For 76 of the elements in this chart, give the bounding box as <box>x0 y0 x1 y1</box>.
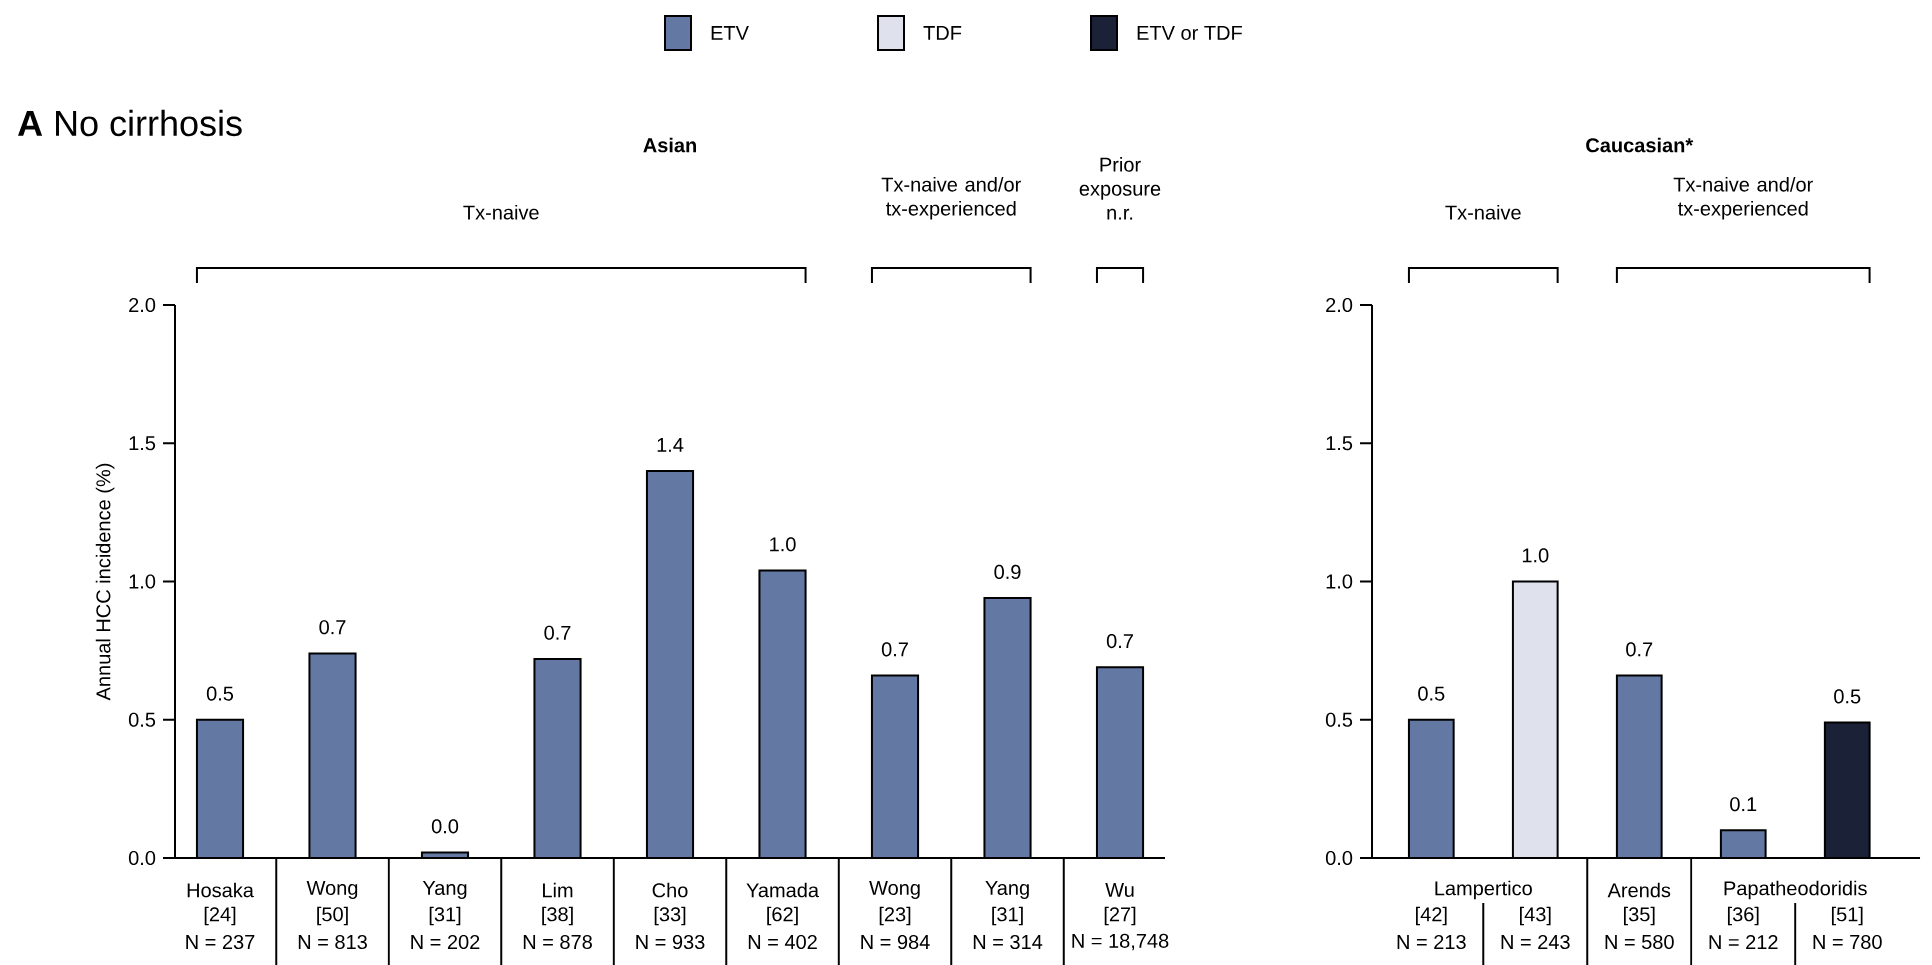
text: [24] <box>204 906 236 926</box>
text: N = 984 <box>861 934 930 950</box>
legend-label: TDF <box>923 26 962 40</box>
data-label: 1.0 <box>1522 548 1549 563</box>
text: [23] <box>879 906 911 926</box>
text: N = 402 <box>748 934 817 950</box>
x-tick-label: Wong <box>306 881 358 899</box>
chart-subtitle: Asian <box>643 137 696 153</box>
y-tick-label: 0.0 <box>128 850 156 866</box>
x-tick-label: Yamada <box>746 882 820 898</box>
data-label: 0.7 <box>319 620 346 635</box>
x-tick-label: [36] <box>1727 906 1759 926</box>
text: N = 580 <box>1605 934 1674 950</box>
data-label: 0.7 <box>1106 633 1133 649</box>
data-label: 0.5 <box>1418 686 1445 701</box>
data-label: 0.5 <box>206 686 234 701</box>
text: [62] <box>767 906 798 926</box>
data-label: 0.9 <box>994 564 1021 580</box>
x-tick-label: Cho <box>652 882 688 898</box>
y-tick-label: 0.5 <box>128 712 156 727</box>
x-tick-label: Wong <box>869 881 920 899</box>
text: [38] <box>542 906 573 926</box>
x-tick-label: Lim <box>543 882 573 898</box>
data-label: 1.4 <box>657 438 684 452</box>
x-tick-label: [35] <box>1623 906 1655 926</box>
text: N = 813 <box>298 934 367 950</box>
chart-title: A No cirrhosis <box>17 109 242 137</box>
data-label: 0.7 <box>881 642 908 657</box>
text: [50] <box>317 906 348 926</box>
x-tick-label: Yang <box>422 881 467 899</box>
data-label: 0.7 <box>544 625 571 640</box>
y-tick-label: 2.0 <box>1326 297 1353 313</box>
text: [33] <box>654 906 686 926</box>
text: Tx-naive and/or tx-experienced <box>1673 176 1813 220</box>
text: N = 878 <box>523 934 592 950</box>
y-tick-label: 1.5 <box>129 436 156 451</box>
text: N = 212 <box>1709 935 1778 949</box>
y-tick-label: 0.5 <box>1325 712 1353 727</box>
x-tick-label: Hosaka <box>187 882 254 898</box>
legend-label: ETV <box>711 26 749 40</box>
text: N = 213 <box>1397 934 1466 950</box>
text: [31] <box>992 906 1023 926</box>
data-label: 0.1 <box>1730 797 1757 812</box>
y-tick-label: 0.0 <box>1325 850 1353 866</box>
y-tick-label: 1.0 <box>129 574 156 589</box>
data-label: 0.5 <box>1834 689 1861 704</box>
text: N = 18,748 <box>1072 933 1169 951</box>
y-axis-title: Annual HCC incidence (%) <box>95 463 115 701</box>
legend-label: ETV or TDF <box>1137 26 1242 40</box>
x-tick-label: [51] <box>1831 906 1863 926</box>
text: N = 237 <box>186 934 255 950</box>
text: Tx-naive <box>1445 204 1521 220</box>
text: Lampertico <box>1435 880 1532 900</box>
data-label: 0.0 <box>431 819 459 834</box>
x-tick-label: [43] <box>1520 906 1551 926</box>
x-tick-label: Yang <box>985 881 1029 899</box>
x-tick-label: [42] <box>1416 906 1447 926</box>
y-tick-label: 2.0 <box>129 297 156 313</box>
text: Tx-naive and/or tx-experienced <box>881 176 1021 220</box>
text: N = 243 <box>1501 934 1570 950</box>
text: [27] <box>1104 906 1136 926</box>
text: [31] <box>429 906 461 926</box>
text: N = 314 <box>973 934 1043 950</box>
y-tick-label: 1.0 <box>1326 574 1353 589</box>
x-tick-label: Wu <box>1105 883 1134 897</box>
chart-subtitle: Caucasian* <box>1586 137 1694 153</box>
text: Papatheodoridis <box>1724 880 1867 900</box>
text: N = 933 <box>636 934 705 950</box>
y-tick-label: 1.5 <box>1326 436 1353 451</box>
data-label: 0.7 <box>1626 642 1653 657</box>
text: Arends <box>1607 882 1671 898</box>
text: N = 780 <box>1813 934 1882 950</box>
text: Prior exposure n.r. <box>1079 157 1161 220</box>
text: Tx-naive <box>463 204 539 220</box>
text: N = 202 <box>411 934 480 950</box>
data-label: 1.0 <box>770 537 796 552</box>
